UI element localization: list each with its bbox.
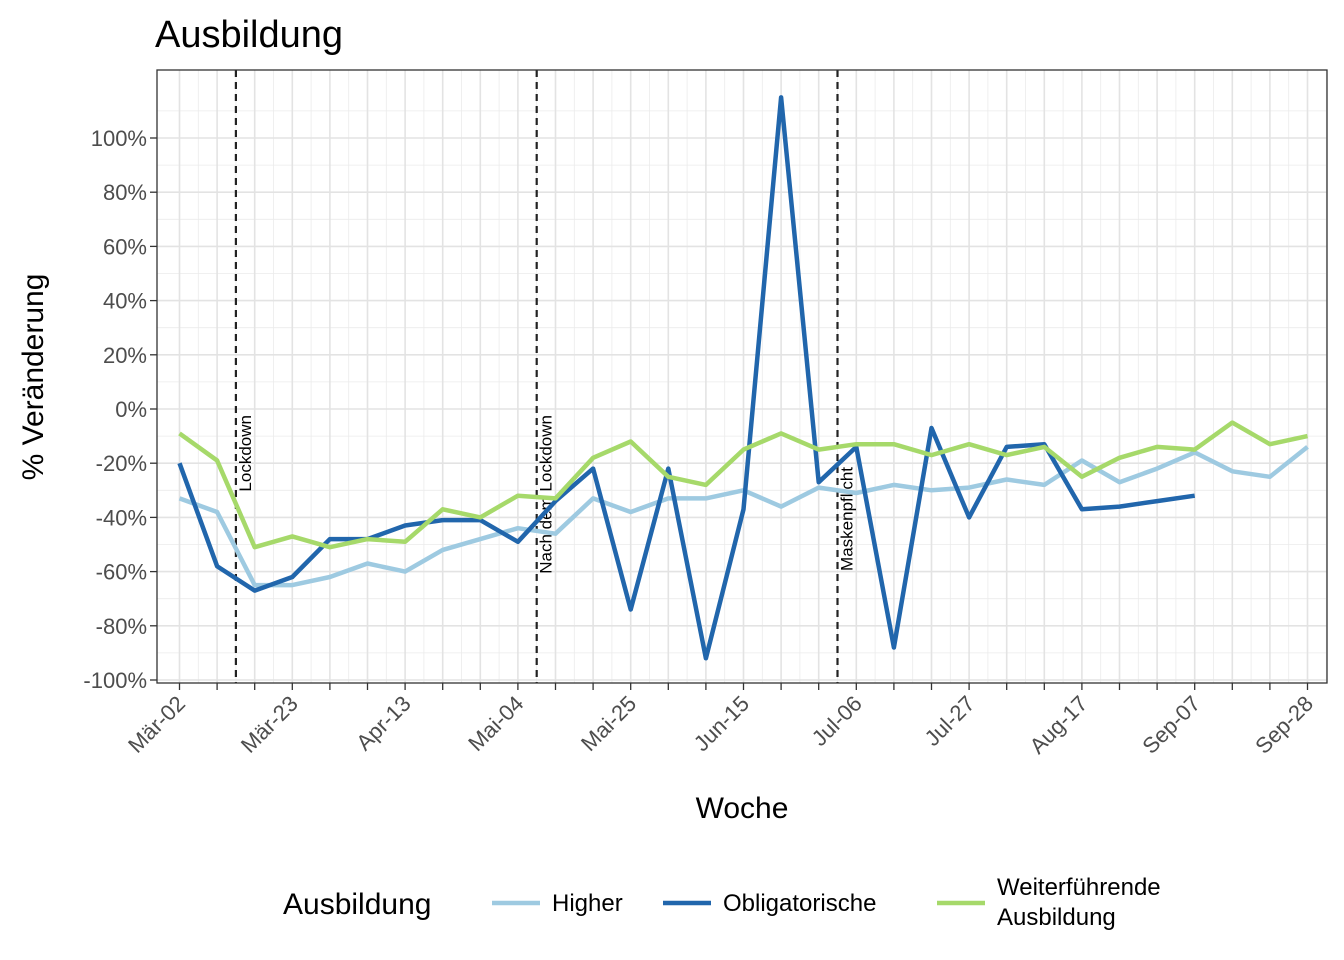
x-tick-label: Sep-07 <box>1137 691 1205 759</box>
event-lines: Lockdown Nach dem Lockdown Maskenpflicht <box>234 70 857 683</box>
legend-label: Obligatorische <box>723 890 876 917</box>
y-tick-label: -20% <box>96 451 147 476</box>
x-tick-label: Sep-28 <box>1250 691 1318 759</box>
y-tick-label: -100% <box>83 668 147 693</box>
legend-label: Weiterführende Ausbildung <box>997 874 1161 931</box>
y-tick-label: 0% <box>115 397 147 422</box>
x-axis-title: Woche <box>696 792 789 825</box>
x-tick-label: Mai-25 <box>576 691 641 756</box>
y-axis: -100% -80% -60% -40% -20% 0% 20% 40% 60% 80% 100% <box>83 126 157 693</box>
series-lines <box>177 95 1309 661</box>
x-tick-label: Mär-02 <box>123 691 190 758</box>
event-label: Nach dem Lockdown <box>537 415 556 574</box>
y-tick-label: -40% <box>96 505 147 530</box>
x-tick-label: Mai-04 <box>463 691 528 756</box>
y-tick-label: 20% <box>103 343 147 368</box>
y-tick-label: -60% <box>96 560 147 585</box>
x-tick-label: Aug-17 <box>1025 691 1093 759</box>
chart-title: Ausbildung <box>155 14 343 56</box>
y-tick-label: 40% <box>103 289 147 314</box>
x-tick-label: Jul-06 <box>807 691 867 751</box>
event-label: Maskenpflicht <box>838 467 857 571</box>
y-axis-title: % Veränderung <box>17 274 50 481</box>
x-tick-label: Apr-13 <box>351 691 415 755</box>
grid-major <box>157 70 1327 683</box>
y-tick-label: 100% <box>91 126 147 151</box>
y-tick-label: -80% <box>96 614 147 639</box>
series-line-obligatorische <box>177 95 1196 661</box>
series-line-weiterf-hrende-ausbildung <box>178 420 1308 550</box>
y-tick-label: 80% <box>103 180 147 205</box>
legend-title: Ausbildung <box>283 888 431 921</box>
event-label: Lockdown <box>236 415 255 492</box>
x-tick-label: Jun-15 <box>689 691 754 756</box>
legend-label: Higher <box>552 890 623 917</box>
grid-minor <box>157 70 1327 683</box>
legend: Ausbildung Higher Obligatorische Weiterfüh… <box>283 874 1161 931</box>
x-axis: Mär-02 Mär-23 Apr-13 Mai-04 Mai-25 Jun-15 Jul-… <box>123 683 1318 759</box>
y-tick-label: 60% <box>103 234 147 259</box>
x-tick-label: Mär-23 <box>236 691 303 758</box>
plot-panel-border <box>156 69 1328 684</box>
x-tick-label: Jul-27 <box>920 691 980 751</box>
